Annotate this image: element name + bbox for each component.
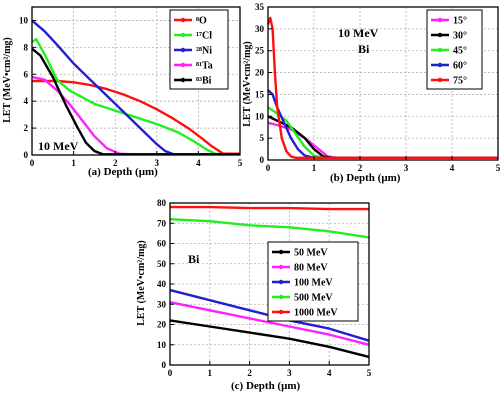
legend-label: 15°: [453, 16, 467, 27]
y-tick-label: 80: [157, 198, 167, 208]
legend-label: 80 MeV: [294, 263, 328, 274]
y-tick-label: 0: [24, 150, 29, 160]
x-tick-label: 1: [312, 163, 317, 173]
y-tick-label: 30: [255, 24, 265, 34]
legend-label: 500 MeV: [294, 293, 333, 304]
legend-marker: [437, 62, 443, 68]
y-tick-label: 70: [157, 218, 167, 228]
legend-marker: [180, 47, 186, 53]
legend-label: 30°: [453, 31, 467, 42]
x-tick-label: 3: [404, 163, 409, 173]
y-tick-label: 15: [255, 89, 265, 99]
y-tick-label: 40: [157, 279, 167, 289]
legend-marker: [437, 77, 443, 83]
x-tick-label: 2: [358, 163, 363, 173]
x-tick-label: 0: [168, 368, 173, 378]
x-tick-label: 2: [247, 368, 252, 378]
chart-panel-b: 0 1 2 3 4 5 0 5 10 15 20 25 30 35 (b) Depth (μm) LET (M…: [242, 2, 500, 184]
series-line: [170, 205, 369, 211]
legend-marker: [278, 294, 284, 300]
legend-marker: [437, 32, 443, 38]
series-line: [32, 79, 240, 155]
x-axis-label: (c) Depth (μm): [231, 380, 300, 392]
legend-box: [426, 9, 483, 90]
legend-label: ⁸³Bi: [196, 76, 212, 87]
y-tick-label: 30: [157, 299, 167, 309]
y-tick-label: 6: [24, 69, 29, 79]
legend-label: ⁸¹Ta: [196, 61, 213, 72]
chart-panel-a: 0 1 2 3 4 5 0 2 4 6 8 10 (a) Depth (μm) LET (MeV•cm²/…: [2, 6, 243, 178]
legend-label: ¹⁷Cl: [196, 31, 212, 42]
legend-label: 100 MeV: [294, 278, 333, 289]
x-tick-label: 4: [327, 368, 332, 378]
y-tick-label: 2: [24, 123, 29, 133]
y-tick-label: 8: [24, 42, 29, 52]
y-tick-label: 0: [260, 155, 265, 165]
legend-marker: [180, 62, 186, 68]
y-tick-label: 0: [162, 360, 167, 370]
x-axis-label: (b) Depth (μm): [330, 172, 401, 184]
series-line: [169, 218, 370, 239]
x-tick-label: 3: [287, 368, 292, 378]
series-line: [266, 16, 498, 160]
x-axis-label: (a) Depth (μm): [88, 166, 158, 178]
x-tick-label: 1: [208, 368, 213, 378]
annotation-text: Bi: [188, 252, 200, 266]
y-tick-label: 5: [260, 133, 265, 143]
y-tick-label: 35: [255, 2, 265, 12]
y-tick-label: 50: [157, 259, 167, 269]
annotation-text: 10 MeV: [338, 26, 379, 40]
legend-marker: [437, 17, 443, 23]
legend-label: 50 MeV: [294, 248, 328, 259]
x-tick-label: 5: [496, 163, 500, 173]
y-axis-label: LET (MeV•cm²/mg): [242, 41, 253, 126]
legend-label: ⁸O: [196, 16, 207, 27]
legend-marker: [180, 17, 186, 23]
x-tick-label: 5: [367, 368, 372, 378]
x-tick-label: 1: [71, 158, 76, 168]
legend-label: 75°: [453, 76, 467, 87]
legend-marker: [278, 309, 284, 315]
legend-marker: [180, 77, 186, 83]
y-axis-label: LET (MeV•cm²/mg): [136, 240, 147, 325]
y-tick-label: 20: [255, 68, 265, 78]
x-tick-label: 4: [196, 158, 201, 168]
y-tick-label: 60: [157, 239, 167, 249]
y-tick-label: 10: [255, 111, 265, 121]
axes-frame: [267, 6, 499, 161]
legend-marker: [278, 264, 284, 270]
legend-label: ²⁸Ni: [196, 46, 212, 57]
series-line: [169, 319, 370, 359]
legend-marker: [278, 249, 284, 255]
series-line: [31, 47, 240, 156]
y-tick-label: 4: [24, 96, 29, 106]
legend-label: 45°: [453, 46, 467, 57]
series-line: [31, 19, 240, 156]
x-tick-label: 3: [155, 158, 160, 168]
legend-marker: [437, 47, 443, 53]
y-tick-label: 25: [255, 46, 265, 56]
x-tick-label: 5: [238, 158, 243, 168]
legend-marker: [180, 32, 186, 38]
legend-marker: [278, 279, 284, 285]
x-tick-label: 0: [266, 163, 271, 173]
x-tick-label: 0: [30, 158, 35, 168]
axes-frame: [31, 6, 241, 156]
x-tick-label: 4: [450, 163, 455, 173]
y-tick-label: 10: [19, 15, 29, 25]
y-tick-label: 10: [157, 340, 167, 350]
y-axis-label: LET (MeV•cm²/mg): [2, 37, 13, 122]
y-tick-label: 20: [157, 320, 167, 330]
x-tick-label: 2: [113, 158, 118, 168]
legend-label: 60°: [453, 61, 467, 72]
annotation-text: 10 MeV: [38, 139, 79, 153]
legend-label: 1000 MeV: [294, 308, 338, 319]
series-line: [169, 301, 370, 346]
annotation-text: Bi: [358, 42, 370, 56]
